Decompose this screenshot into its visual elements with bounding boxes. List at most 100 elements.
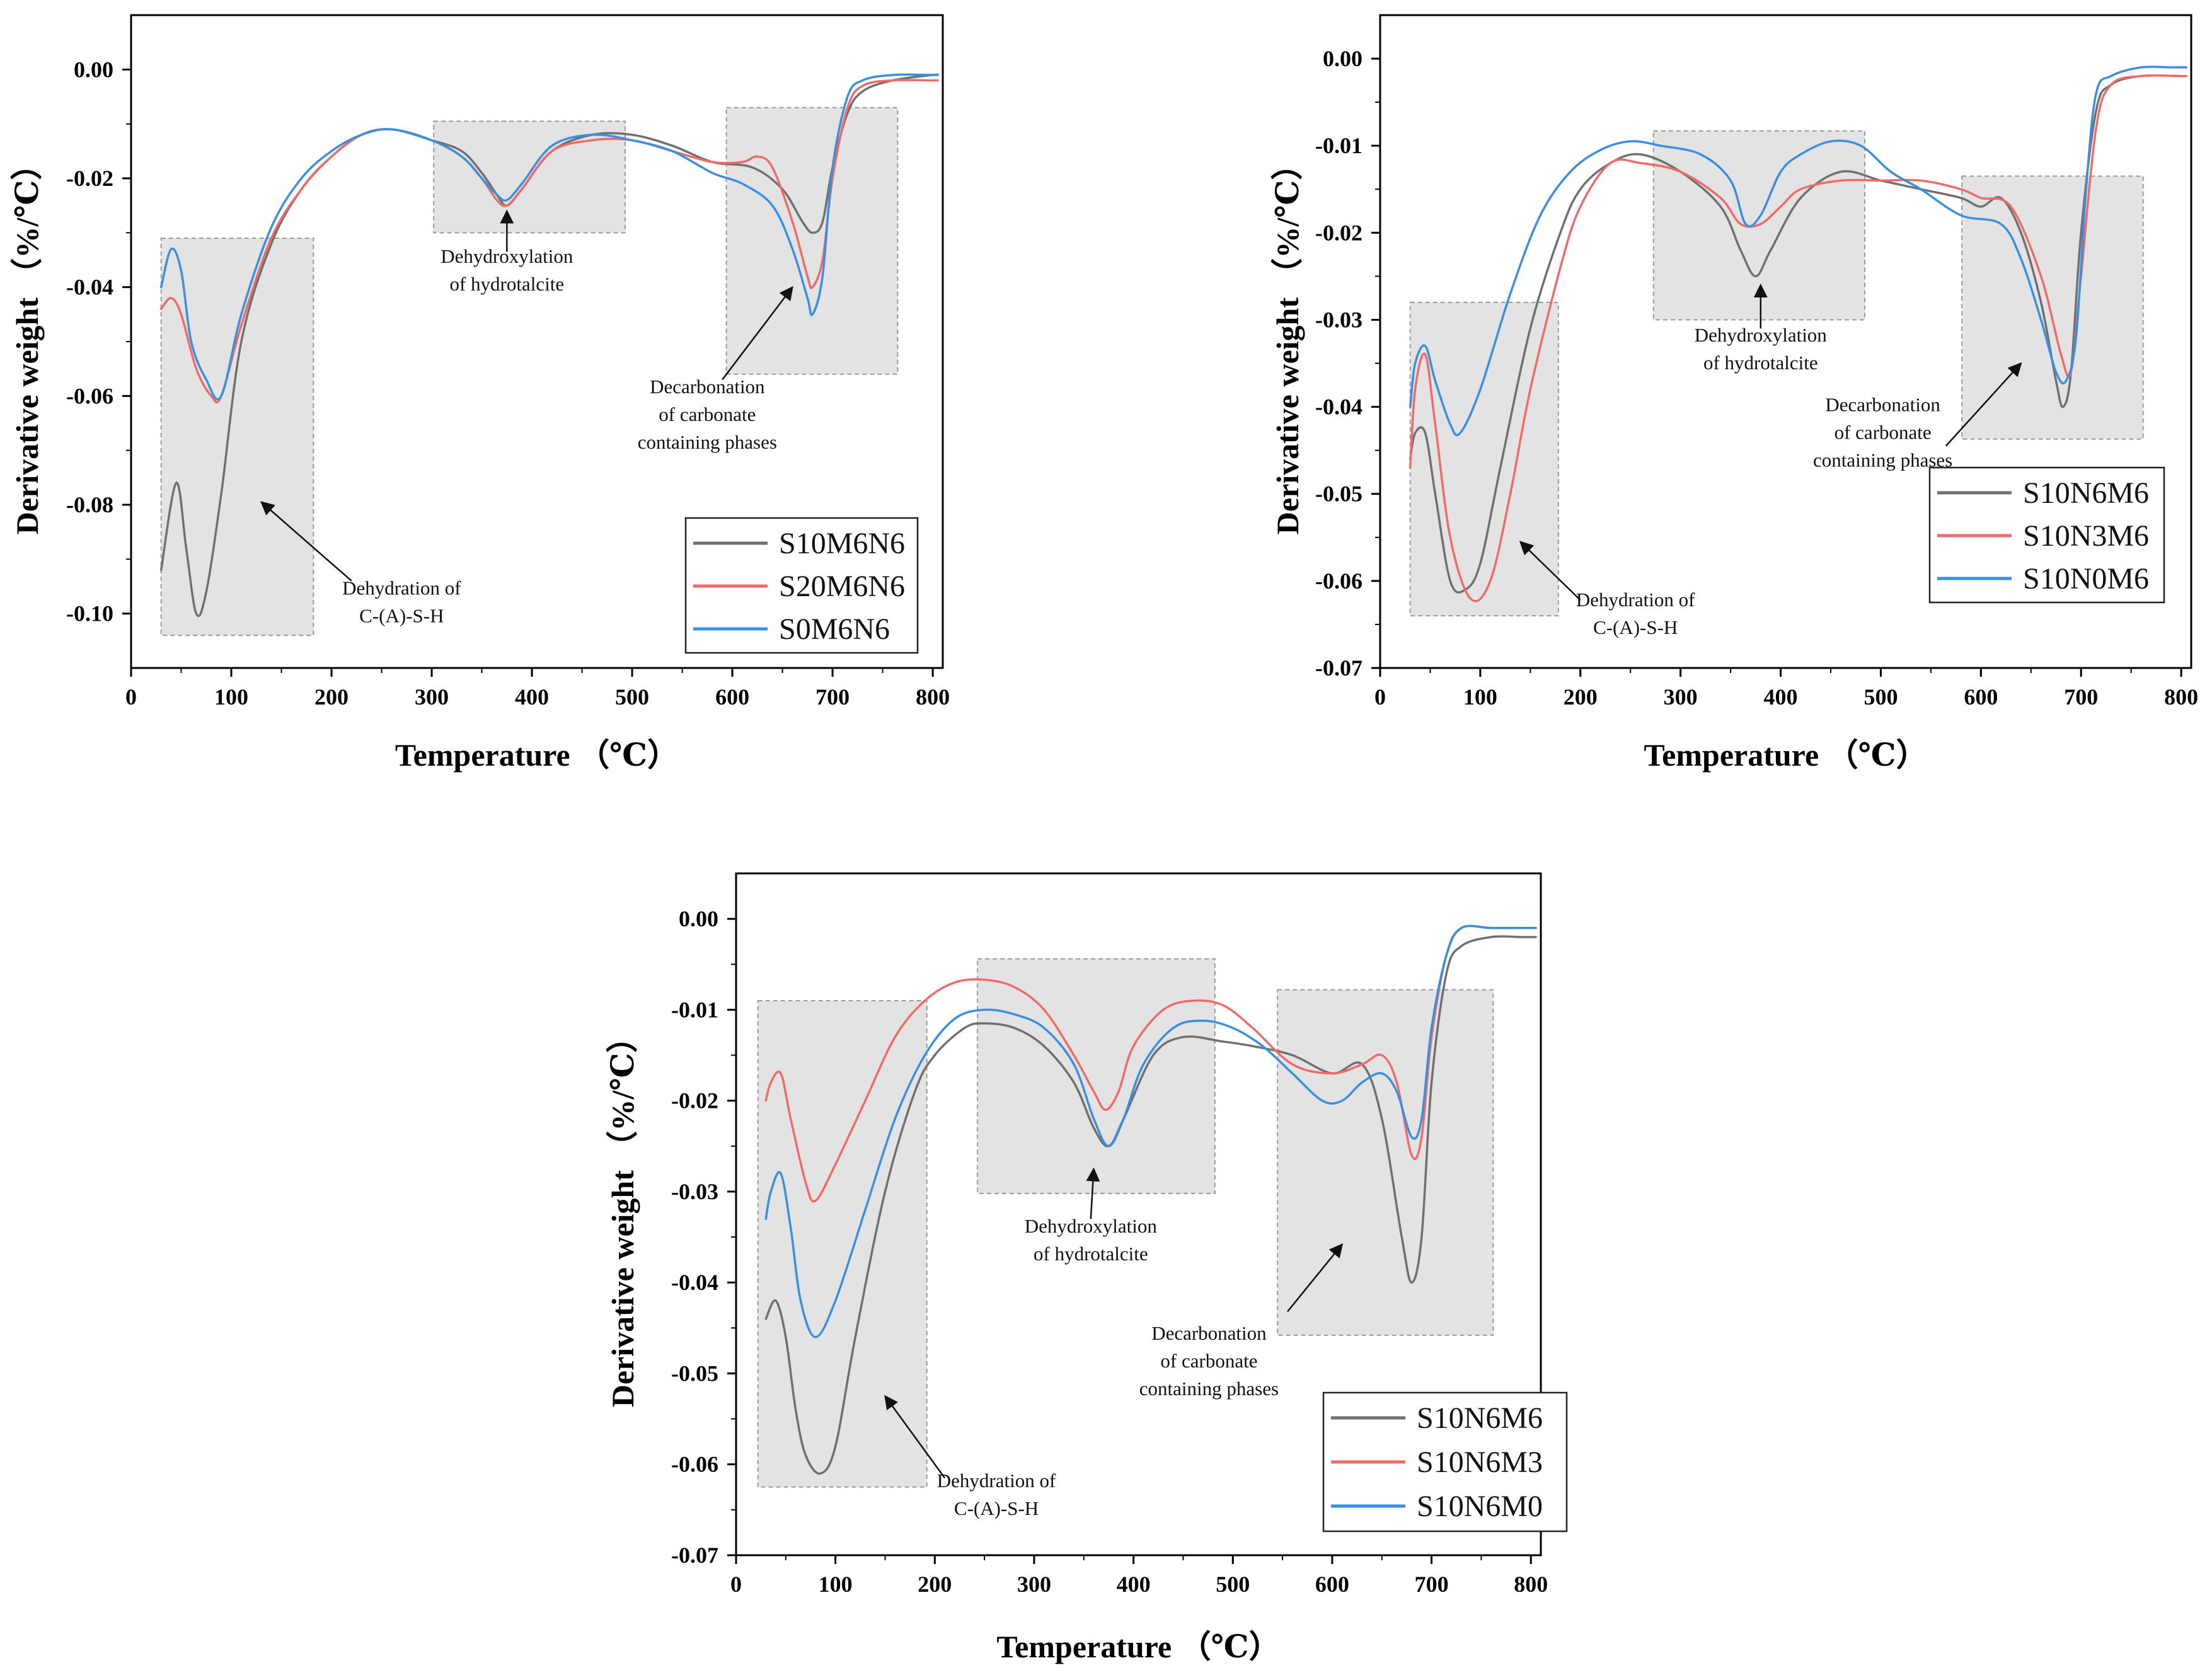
x-tick-label: 800 [1514,1572,1548,1597]
annotation-1: Decarbonation of carbonate containing phas… [1139,1243,1344,1400]
series-line-S10M6N6 [159,73,939,618]
annotation-text-line: Dehydration of [342,577,461,599]
dtg-chart-top-left: 0 100 200 300 400 500 600 700 800 0.00 -0.02 -0.04 -… [9,14,950,773]
region-box-2 [725,106,899,375]
annotation-1: Decarbonation of carbonate containing phas… [638,285,793,453]
annotation-2: Dehydration of C-(A)-S-H [1519,541,1695,638]
legend-label-S10M6N6: S10M6N6 [779,527,905,560]
annotation-text-line: Decarbonation [650,376,765,398]
y-tick-label: 0.00 [679,906,718,931]
annotation-text-line: of hydrotalcite [1034,1243,1148,1265]
y-tick-label: -0.07 [671,1543,718,1568]
y-tick-label: -0.03 [1315,307,1362,332]
y-tick-label: -0.05 [1315,481,1362,507]
x-tick-label: 200 [918,1572,952,1597]
y-tick-label: -0.01 [671,997,718,1022]
annotation-text-line: of carbonate [1835,422,1932,444]
y-tick-label: -0.02 [66,166,113,191]
legend-label-S10N0M6: S10N0M6 [2023,562,2149,595]
x-tick-label: 300 [1017,1572,1051,1597]
annotation-text-line: C-(A)-S-H [1593,616,1678,638]
y-tick-label: -0.04 [1315,394,1362,420]
annotation-text-line: containing phases [638,431,777,453]
legend-label-S20M6N6: S20M6N6 [779,570,905,603]
region-box-2 [1961,175,2144,440]
annotation-arrow [1086,1167,1100,1219]
x-tick-label: 100 [819,1572,853,1597]
x-tick-label: 700 [1415,1572,1449,1597]
dtg-chart-bottom: 0 100 200 300 400 500 600 700 800 0.00 -0.01 -0.02 -… [605,872,1568,1664]
annotation-arrow [884,1395,946,1479]
annotation-arrow [1945,362,2022,447]
series-line-S10N0M6 [1408,66,2187,437]
legend-label-S10N6M3: S10N6M3 [1417,1446,1543,1479]
annotation-text-line: Dehydration of [1576,589,1695,611]
x-tick-label: 600 [1964,684,1998,710]
legend-label-S10N6M0: S10N6M0 [1417,1490,1543,1523]
legend: S10N6M6 S10N3M6 S10N0M6 [1928,466,2165,604]
y-tick-label: -0.04 [66,275,113,300]
x-tick-label: 300 [415,684,449,710]
annotation-2: Dehydration of C-(A)-S-H [260,501,461,626]
y-tick-label: -0.06 [1315,568,1362,594]
annotation-text-line: of carbonate [659,403,756,425]
annotation-arrow [1287,1243,1344,1313]
legend: S10M6N6 S20M6N6 S0M6N6 [684,517,919,654]
x-tick-label: 0 [1374,684,1386,710]
x-tick-label: 100 [1463,684,1497,710]
annotation-text-line: C-(A)-S-H [954,1497,1039,1519]
x-axis-title: Temperature （℃） [395,737,679,773]
x-tick-label: 700 [2064,684,2098,710]
x-tick-label: 200 [314,684,349,710]
plot-frame [1379,14,2192,669]
y-tick-label: 0.00 [74,57,113,82]
annotation-arrow [1519,541,1581,601]
region-box-1 [977,958,1216,1194]
y-tick-label: -0.01 [1315,133,1362,158]
x-tick-label: 700 [815,684,850,710]
annotation-text-line: Dehydration of [937,1470,1056,1492]
annotation-text-line: of hydrotalcite [1703,352,1818,374]
y-tick-label: -0.06 [66,383,113,408]
annotation-text-line: of hydrotalcite [449,273,564,295]
x-tick-label: 400 [1764,684,1798,710]
annotation-arrow [722,285,793,381]
x-tick-label: 500 [1216,1572,1250,1597]
y-tick-label: -0.04 [671,1270,718,1295]
annotation-text-line: of carbonate [1160,1350,1257,1372]
x-tick-label: 800 [916,684,950,710]
series-line-S10N6M6 [1408,74,2187,594]
y-axis-title: Derivative weight （%/℃） [1270,149,1305,535]
x-tick-label: 200 [1564,684,1598,710]
x-tick-label: 400 [1117,1572,1151,1597]
x-tick-label: 600 [1315,1572,1349,1597]
region-box-0 [1409,301,1559,617]
y-tick-label: -0.05 [671,1361,718,1386]
x-tick-label: 600 [715,684,749,710]
legend-label-S0M6N6: S0M6N6 [779,613,890,646]
y-tick-label: -0.02 [1315,220,1362,245]
annotation-text-line: C-(A)-S-H [359,604,444,626]
annotation-text-line: Decarbonation [1825,394,1940,416]
region-box-2 [1277,989,1494,1336]
x-tick-label: 500 [1863,684,1898,710]
y-tick-label: -0.02 [671,1088,718,1113]
x-tick-label: 800 [2164,684,2198,710]
x-axis-title: Temperature （℃） [1644,737,1927,773]
annotation-2: Dehydration of C-(A)-S-H [884,1395,1056,1519]
legend: S10N6M6 S10N6M3 S10N6M0 [1322,1391,1568,1533]
dtg-chart-top-right: 0 100 200 300 400 500 600 700 800 0.00 -0.01 -0.02 -… [1270,14,2198,773]
annotation-text-line: Decarbonation [1151,1322,1267,1344]
legend-label-S10N3M6: S10N3M6 [2023,519,2149,553]
x-tick-label: 0 [730,1572,742,1597]
x-tick-label: 500 [615,684,649,710]
y-tick-label: -0.03 [671,1179,718,1204]
x-axis-title: Temperature （℃） [996,1629,1280,1664]
y-axis-title: Derivative weight （%/℃） [9,149,45,535]
y-tick-label: -0.07 [1315,655,1362,681]
annotation-text-line: containing phases [1139,1378,1279,1400]
x-tick-label: 400 [515,684,549,710]
annotation-arrow [260,501,352,582]
